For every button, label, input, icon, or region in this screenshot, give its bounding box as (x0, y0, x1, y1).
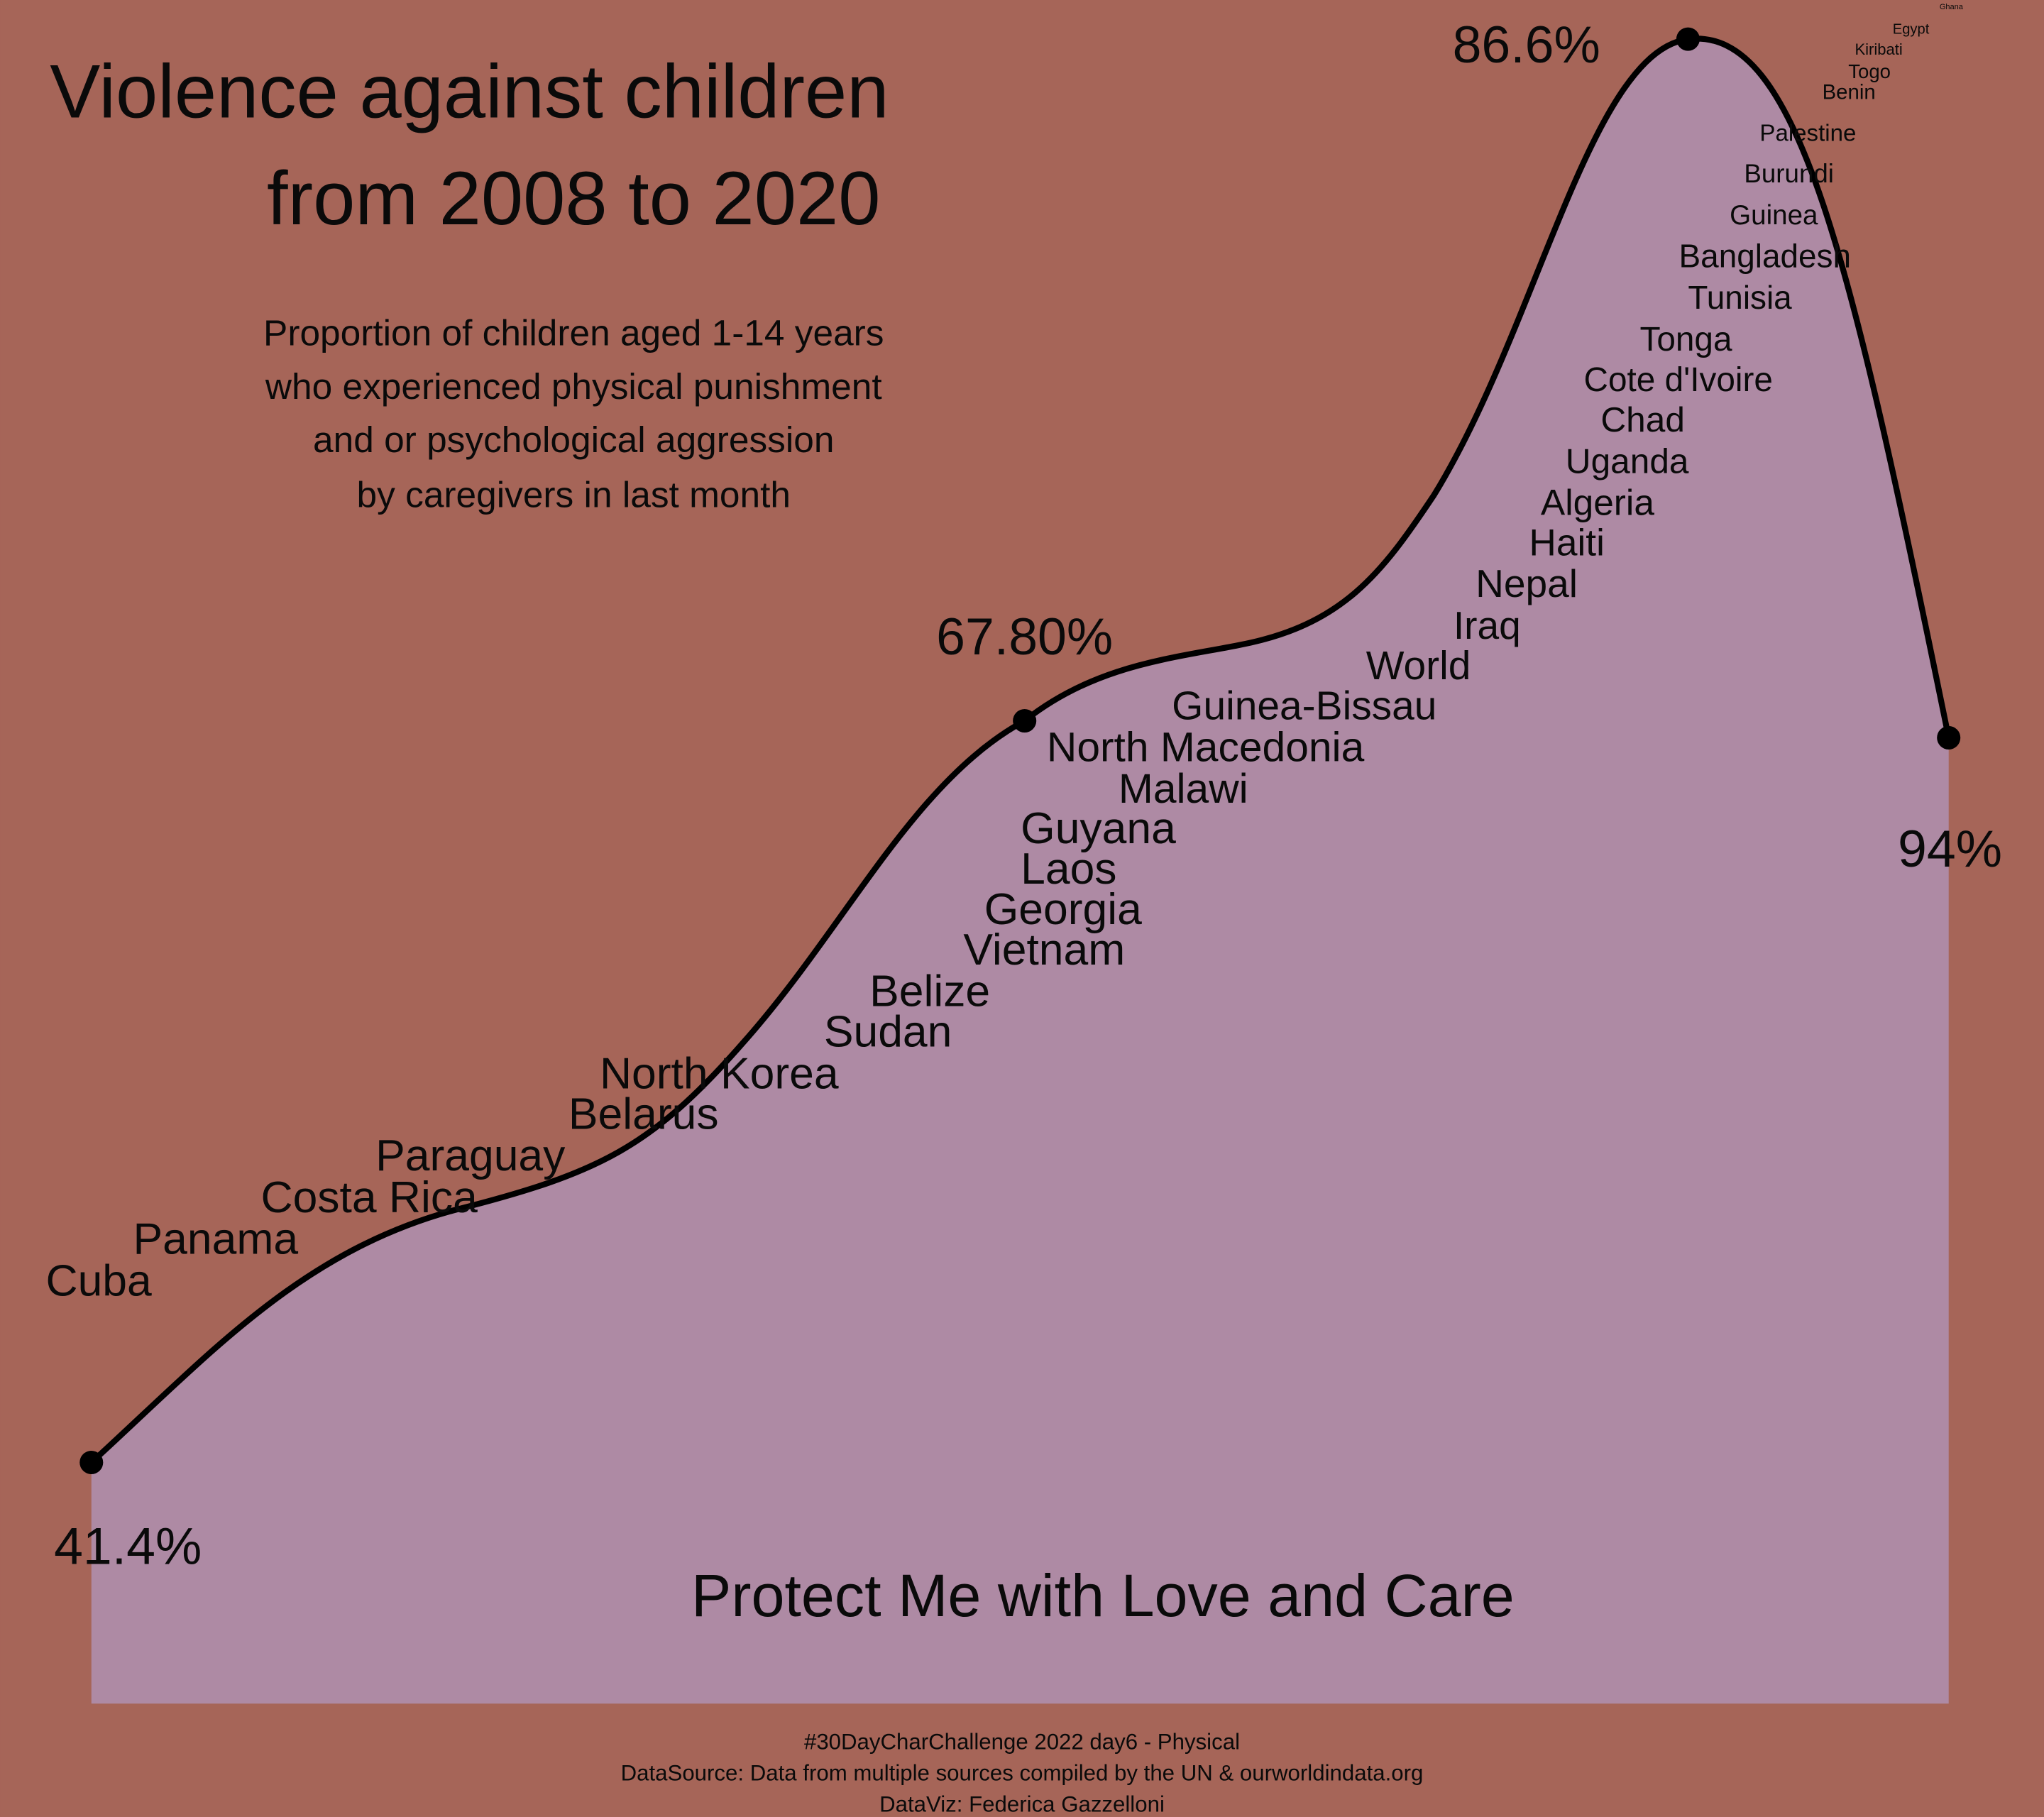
title: from 2008 to 2020 (267, 156, 880, 241)
country-label: Cote d'Ivoire (1584, 361, 1773, 399)
country-label: Haiti (1529, 522, 1605, 564)
country-label: Ghana (1940, 3, 1964, 11)
country-label: Malawi (1119, 766, 1248, 812)
caption: DataViz: Federica Gazzelloni (879, 1792, 1165, 1817)
point-label: 41.4% (54, 1517, 202, 1576)
country-label: North Korea (600, 1048, 839, 1098)
country-label: Bangladesh (1679, 237, 1852, 274)
country-label: Guyana (1021, 803, 1176, 853)
subtitle: and or psychological aggression (313, 419, 834, 460)
title: Violence against children (50, 49, 889, 133)
country-label: Burundi (1744, 159, 1834, 188)
country-label: Tonga (1639, 321, 1732, 358)
country-label: Palestine (1759, 120, 1856, 146)
tagline: Protect Me with Love and Care (691, 1562, 1515, 1629)
country-label: Guinea-Bissau (1172, 684, 1436, 729)
point-label: 67.80% (936, 608, 1113, 666)
country-label: Vietnam (963, 925, 1125, 975)
country-label: Egypt (1893, 22, 1930, 38)
country-label: World (1366, 643, 1471, 688)
country-label: Chad (1600, 400, 1685, 439)
point-label: 86.6% (1453, 16, 1600, 74)
country-label: Belarus (568, 1089, 719, 1138)
country-label: Belize (869, 967, 990, 1016)
country-label: Paraguay (375, 1131, 566, 1180)
country-label: Panama (133, 1214, 299, 1264)
country-label: Algeria (1541, 481, 1654, 522)
point (79, 1450, 104, 1475)
country-label: Tunisia (1688, 279, 1792, 316)
country-label: Sudan (824, 1007, 952, 1057)
country-label: Guinea (1730, 200, 1818, 231)
country-label: Iraq (1454, 603, 1521, 647)
country-label: Nepal (1476, 561, 1578, 605)
country-label: North Macedonia (1047, 724, 1365, 770)
country-label: Kiribati (1855, 40, 1902, 58)
subtitle: who experienced physical punishment (265, 366, 882, 407)
point (1937, 725, 1961, 750)
point (1013, 709, 1037, 733)
country-label: Benin (1823, 81, 1876, 104)
area (91, 38, 1949, 1704)
country-label: Uganda (1566, 441, 1689, 481)
curve (89, 35, 1952, 1465)
point (1676, 27, 1700, 51)
country-label: Togo (1848, 60, 1891, 82)
subtitle: Proportion of children aged 1-14 years (263, 312, 884, 353)
country-label: Laos (1021, 844, 1116, 894)
point-label: 94% (1898, 820, 2002, 878)
caption: DataSource: Data from multiple sources c… (621, 1761, 1424, 1786)
country-label: Cuba (46, 1256, 153, 1305)
country-label: Costa Rica (261, 1173, 478, 1222)
country-label: Georgia (984, 884, 1142, 934)
subtitle: by caregivers in last month (357, 473, 791, 515)
caption: #30DayCharChallenge 2022 day6 - Physical (804, 1730, 1240, 1755)
